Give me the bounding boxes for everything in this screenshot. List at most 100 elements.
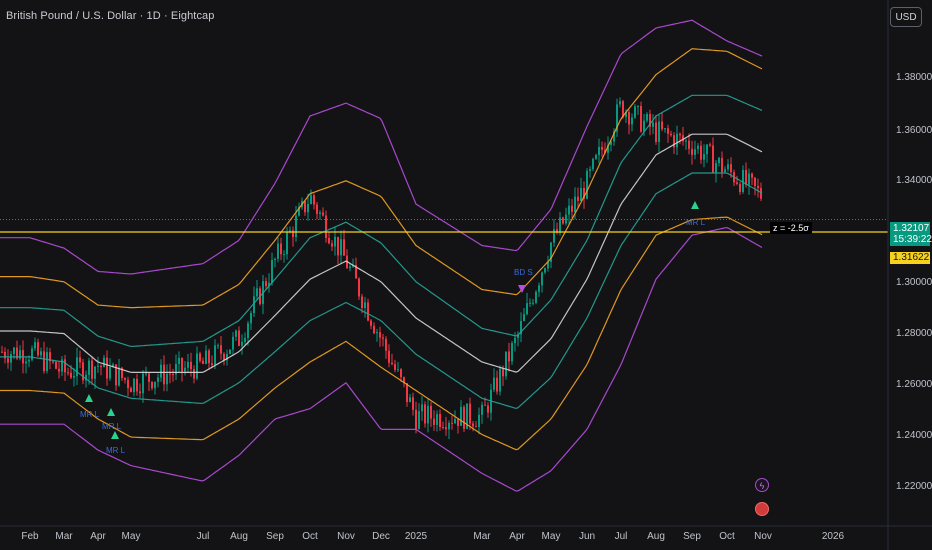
candle-body xyxy=(454,419,456,424)
candle-body xyxy=(88,360,90,375)
candle-body xyxy=(130,388,132,393)
signal-label: MR L xyxy=(102,422,122,431)
time-label: Sep xyxy=(683,531,701,542)
basis-line xyxy=(0,133,763,373)
lower-band-3 xyxy=(0,226,763,492)
time-label: Apr xyxy=(90,531,106,542)
candle-body xyxy=(601,147,603,150)
candle-body xyxy=(574,196,576,212)
candle-body xyxy=(190,361,192,370)
candle-body xyxy=(586,170,588,199)
candle-body xyxy=(217,345,219,347)
candle-body xyxy=(133,378,135,393)
candle-body xyxy=(532,302,534,304)
candle-body xyxy=(124,377,126,380)
symbol-title[interactable]: British Pound / U.S. Dollar · 1D · Eight… xyxy=(6,10,215,22)
candle-body xyxy=(469,403,471,424)
candle-body xyxy=(391,362,393,365)
price-label: 1.26000 xyxy=(896,379,932,390)
candle-body xyxy=(613,131,615,142)
candle-body xyxy=(481,404,483,415)
line-price-tag: 1.31622 xyxy=(890,252,930,264)
us-flag-icon[interactable] xyxy=(755,502,769,516)
candle-body xyxy=(658,121,660,142)
candle-body xyxy=(526,303,528,315)
candle-body xyxy=(727,164,729,170)
candle-body xyxy=(199,353,201,361)
candle-body xyxy=(169,373,171,375)
candle-body xyxy=(349,266,351,269)
candle-body xyxy=(43,351,45,372)
candle-body xyxy=(757,186,759,189)
time-label: Oct xyxy=(719,531,735,542)
candle-body xyxy=(52,361,54,363)
candle-body xyxy=(25,361,27,364)
candle-body xyxy=(58,368,60,372)
candle-body xyxy=(475,426,477,428)
candle-body xyxy=(358,278,360,297)
candle-body xyxy=(367,302,369,321)
candle-body xyxy=(292,230,294,238)
candle-body xyxy=(433,418,435,425)
candle-body xyxy=(715,163,717,173)
candle-body xyxy=(619,101,621,105)
candle-body xyxy=(115,364,117,386)
candle-body xyxy=(460,406,462,426)
candle-body xyxy=(304,201,306,213)
candle-body xyxy=(16,347,18,359)
candle-body xyxy=(724,169,726,173)
candle-body xyxy=(136,378,138,392)
candle-body xyxy=(31,348,33,360)
candle-body xyxy=(562,217,564,224)
time-label: May xyxy=(541,531,561,542)
candle-body xyxy=(298,207,300,216)
time-label: Nov xyxy=(337,531,355,542)
candle-body xyxy=(232,336,234,350)
candle-body xyxy=(4,351,6,359)
candle-body xyxy=(49,352,51,362)
candle-body xyxy=(502,368,504,377)
candle-body xyxy=(397,369,399,371)
candle-body xyxy=(193,369,195,379)
candle-body xyxy=(94,366,96,379)
candle-body xyxy=(85,374,87,381)
candle-body xyxy=(235,330,237,337)
lower-band-1 xyxy=(0,172,763,410)
candle-body xyxy=(325,215,327,239)
candle-body xyxy=(607,144,609,153)
price-label: 1.34000 xyxy=(896,175,932,186)
sell-signal-marker xyxy=(518,285,526,293)
candle-body xyxy=(700,145,702,160)
current-price-tag: 1.32107 15:39:22 xyxy=(890,222,932,246)
z-score-label: z = -2.5σ xyxy=(770,222,812,234)
candle-body xyxy=(427,405,429,424)
candle-body xyxy=(61,359,63,372)
candle-body xyxy=(313,195,315,205)
lightning-icon[interactable]: ϟ xyxy=(755,478,769,492)
candle-body xyxy=(295,215,297,238)
candle-body xyxy=(514,337,516,344)
time-label: Nov xyxy=(754,531,772,542)
time-label: Oct xyxy=(302,531,318,542)
candle-body xyxy=(253,296,255,314)
candle-body xyxy=(457,419,459,426)
currency-button[interactable]: USD xyxy=(890,7,922,27)
price-label: 1.36000 xyxy=(896,125,932,136)
candle-body xyxy=(307,203,309,213)
candle-body xyxy=(205,350,207,364)
candle-body xyxy=(181,357,183,372)
candle-body xyxy=(172,374,174,376)
candle-body xyxy=(322,212,324,216)
candle-body xyxy=(241,341,243,346)
candle-body xyxy=(493,377,495,390)
buy-signal-marker xyxy=(107,408,115,416)
candle-body xyxy=(334,236,336,247)
candle-body xyxy=(418,411,420,429)
candle-body xyxy=(82,362,84,381)
price-label: 1.24000 xyxy=(896,430,932,441)
candle-body xyxy=(214,345,216,366)
buy-signal-marker xyxy=(691,201,699,209)
candle-body xyxy=(649,114,651,127)
candle-body xyxy=(97,365,99,367)
